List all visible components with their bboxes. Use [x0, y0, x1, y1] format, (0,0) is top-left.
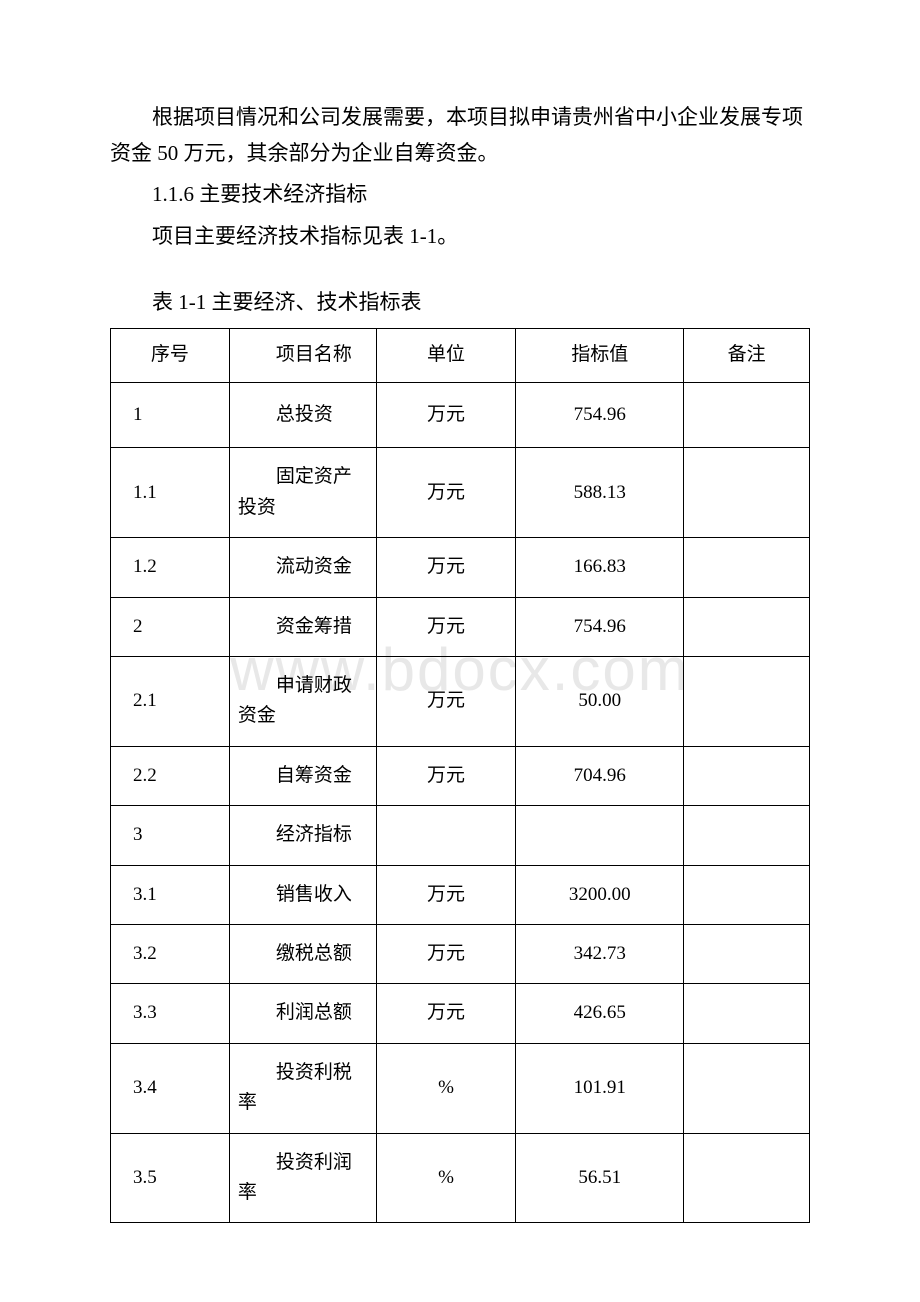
cell-name: 流动资金 [230, 538, 376, 596]
cell-unit: 万元 [377, 599, 516, 656]
cell-seq: 1.2 [111, 539, 229, 596]
cell-seq: 1.1 [111, 465, 229, 522]
cell-unit [377, 821, 516, 849]
cell-seq: 2.2 [111, 748, 229, 805]
cell-seq: 3.2 [111, 926, 229, 983]
table-row: 1 总投资 万元 754.96 [111, 382, 810, 448]
cell-note [684, 881, 809, 909]
cell-value: 704.96 [516, 748, 683, 805]
cell-value: 166.83 [516, 539, 683, 596]
cell-seq: 3.5 [111, 1150, 229, 1207]
cell-seq: 3.3 [111, 985, 229, 1042]
indicators-table: 序号 项目名称 单位 指标值 备注 1 总投资 万元 754.96 1.1 固定… [110, 328, 810, 1223]
cell-value: 754.96 [516, 389, 683, 442]
table-row: 1.1 固定资产投资 万元 588.13 [111, 448, 810, 538]
cell-name: 经济指标 [230, 806, 376, 864]
cell-value: 342.73 [516, 926, 683, 983]
table-row: 1.2 流动资金 万元 166.83 [111, 538, 810, 597]
table-row: 3.4 投资利税率 % 101.91 [111, 1043, 810, 1133]
paragraph-section-number: 1.1.6 主要技术经济指标 [110, 177, 810, 213]
table-row: 3.2 缴税总额 万元 342.73 [111, 924, 810, 983]
cell-value [516, 821, 683, 849]
cell-name: 申请财政资金 [230, 657, 376, 746]
cell-unit: 万元 [377, 985, 516, 1042]
cell-note [684, 821, 809, 849]
table-row: 3 经济指标 [111, 806, 810, 865]
cell-seq: 3.1 [111, 867, 229, 924]
cell-unit: 万元 [377, 926, 516, 983]
table-caption: 表 1-1 主要经济、技术指标表 [110, 285, 810, 321]
cell-value: 3200.00 [516, 867, 683, 924]
cell-note [684, 687, 809, 715]
table-row: 2.2 自筹资金 万元 704.96 [111, 746, 810, 805]
cell-value: 754.96 [516, 599, 683, 656]
cell-note [684, 762, 809, 790]
table-row: 2 资金筹措 万元 754.96 [111, 597, 810, 656]
cell-name: 固定资产投资 [230, 448, 376, 537]
cell-note [684, 940, 809, 968]
cell-seq: 3.4 [111, 1060, 229, 1117]
cell-note [684, 1000, 809, 1028]
cell-value: 56.51 [516, 1150, 683, 1207]
cell-note [684, 613, 809, 641]
table-row: 3.1 销售收入 万元 3200.00 [111, 865, 810, 924]
col-header-note: 备注 [684, 329, 809, 382]
cell-note [684, 553, 809, 581]
cell-seq: 2.1 [111, 673, 229, 730]
cell-unit: % [377, 1150, 516, 1207]
cell-seq: 1 [111, 383, 229, 448]
cell-name: 利润总额 [230, 984, 376, 1042]
cell-name: 自筹资金 [230, 747, 376, 805]
paragraph-intro: 根据项目情况和公司发展需要，本项目拟申请贵州省中小企业发展专项资金 50 万元，… [110, 100, 810, 171]
cell-seq: 3 [111, 807, 229, 864]
cell-unit: 万元 [377, 748, 516, 805]
cell-note [684, 1164, 809, 1192]
paragraph-ref: 项目主要经济技术指标见表 1-1。 [110, 219, 810, 255]
cell-name: 销售收入 [230, 866, 376, 924]
cell-unit: 万元 [377, 867, 516, 924]
cell-value: 426.65 [516, 985, 683, 1042]
cell-name: 投资利润率 [230, 1134, 376, 1223]
cell-seq: 2 [111, 599, 229, 656]
cell-value: 101.91 [516, 1060, 683, 1117]
cell-note [684, 1074, 809, 1102]
cell-name: 总投资 [230, 390, 376, 440]
table-row: 2.1 申请财政资金 万元 50.00 [111, 657, 810, 747]
cell-unit: 万元 [377, 389, 516, 442]
cell-unit: 万元 [377, 539, 516, 596]
cell-name: 缴税总额 [230, 925, 376, 983]
table-row: 3.3 利润总额 万元 426.65 [111, 984, 810, 1043]
cell-name: 投资利税率 [230, 1044, 376, 1133]
cell-note [684, 479, 809, 507]
cell-unit: 万元 [377, 673, 516, 730]
cell-value: 588.13 [516, 465, 683, 522]
col-header-name: 项目名称 [230, 330, 376, 380]
cell-unit: 万元 [377, 465, 516, 522]
table-header-row: 序号 项目名称 单位 指标值 备注 [111, 329, 810, 383]
col-header-seq: 序号 [111, 329, 229, 382]
cell-name: 资金筹措 [230, 598, 376, 656]
col-header-value: 指标值 [516, 329, 683, 382]
table-row: 3.5 投资利润率 % 56.51 [111, 1133, 810, 1223]
cell-value: 50.00 [516, 673, 683, 730]
col-header-unit: 单位 [377, 329, 516, 382]
cell-note [684, 403, 809, 427]
cell-unit: % [377, 1060, 516, 1117]
